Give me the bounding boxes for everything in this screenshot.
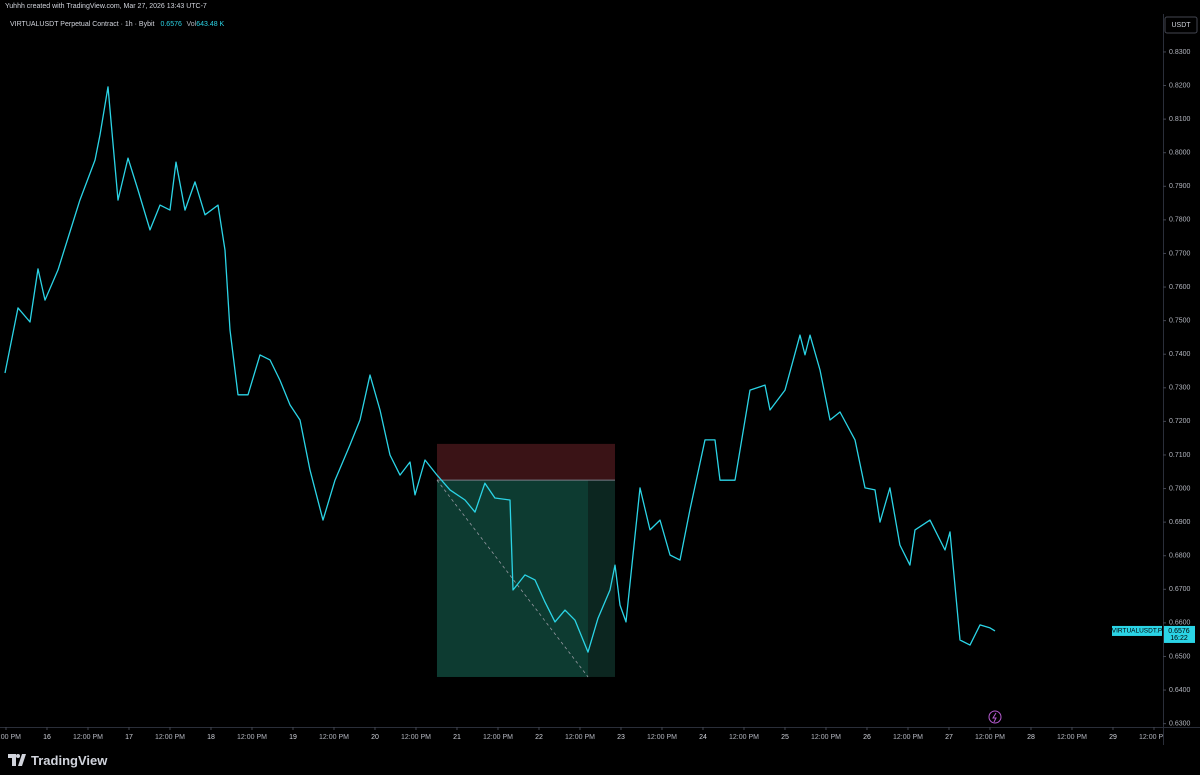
x-tick-label: 12:00 PM (647, 734, 677, 741)
y-tick-label: 0.8200 (1169, 82, 1191, 89)
stop-zone (436, 443, 615, 481)
x-tick-label: 18 (207, 734, 215, 741)
header: Yuhhh created with TradingView.com, Mar … (0, 0, 1200, 14)
x-tick-label: 21 (453, 734, 461, 741)
price-tag-countdown: 16:22 (1170, 635, 1188, 642)
logo (8, 754, 26, 766)
x-tick-label: 27 (945, 734, 953, 741)
x-tick-label: 19 (289, 734, 297, 741)
x-tick-label: 12:00 PM (811, 734, 841, 741)
y-tick-label: 0.6900 (1169, 519, 1191, 526)
y-tick-label: 0.8100 (1169, 116, 1191, 123)
volume-label: Vol (186, 21, 196, 28)
x-tick-label: 12:00 PM (73, 734, 103, 741)
x-tick-label: 25 (781, 734, 789, 741)
symbol-tag-label: VIRTUALUSDT.P (1112, 628, 1162, 635)
x-axis: 12:00 PM 16 12:00 PM 17 12:00 PM 18 12:00 PM 19… (0, 727, 1169, 741)
y-tick-label: 0.7800 (1169, 217, 1191, 224)
x-tick-label: 23 (617, 734, 625, 741)
x-tick-label: 12:00 PM (729, 734, 759, 741)
x-tick-label: 12:00 PM (319, 734, 349, 741)
symbol-tag (1112, 625, 1162, 636)
x-tick-label: 12:00 PM (401, 734, 431, 741)
footer: TradingView (0, 745, 1200, 775)
brand: TradingView (31, 752, 108, 768)
x-tick-label: 12:00 PM (0, 734, 21, 741)
x-tick-label: 12:00 PM (237, 734, 267, 741)
y-tick-label: 0.7600 (1169, 284, 1191, 291)
y-tick-label: 0.6400 (1169, 687, 1191, 694)
x-tick-label: 12:00 PM (155, 734, 185, 741)
y-tick-label: 0.7700 (1169, 250, 1191, 257)
x-tick-label: 12:00 PM (1057, 734, 1087, 741)
x-tick-label: 20 (371, 734, 379, 741)
currency-box[interactable] (1164, 16, 1198, 34)
currency[interactable]: USDT (1171, 22, 1191, 29)
x-tick-label: 16 (43, 734, 51, 741)
chart: VIRTUALUSDT Perpetual Contract · 1h · By… (0, 14, 1200, 745)
x-tick-label: 17 (125, 734, 133, 741)
event-icon-bolt (992, 712, 997, 723)
plot-area (4, 86, 996, 678)
event-icon[interactable] (988, 710, 1002, 724)
x-tick-label: 12:00 PM (1139, 734, 1169, 741)
y-tick-label: 0.7400 (1169, 351, 1191, 358)
x-tick-label: 26 (863, 734, 871, 741)
x-tick-label: 29 (1109, 734, 1117, 741)
x-tick-label: 12:00 PM (893, 734, 923, 741)
x-tick-label: 24 (699, 734, 707, 741)
y-tick-label: 0.8300 (1169, 49, 1191, 56)
symbol: VIRTUALUSDT Perpetual Contract · 1h · By… (10, 21, 155, 28)
volume-value: 643.48 K (196, 21, 224, 28)
price-tag-value: 0.6576 (1168, 628, 1190, 635)
x-tick-label: 12:00 PM (975, 734, 1005, 741)
legend-price: 0.6576 (160, 21, 182, 28)
y-tick-label: 0.6700 (1169, 586, 1191, 593)
x-tick-label: 28 (1027, 734, 1035, 741)
y-tick-label: 0.6300 (1169, 720, 1191, 727)
y-tick-label: 0.7300 (1169, 385, 1191, 392)
y-tick-label: 0.7100 (1169, 452, 1191, 459)
x-tick-label: 12:00 PM (565, 734, 595, 741)
y-tick-label: 0.6500 (1169, 653, 1191, 660)
y-tick-label: 0.6800 (1169, 553, 1191, 560)
path-line (436, 479, 589, 678)
x-tick-label: 22 (535, 734, 543, 741)
x-tick-label: 12:00 PM (483, 734, 513, 741)
y-tick-label: 0.6600 (1169, 620, 1191, 627)
y-tick-label: 0.7200 (1169, 418, 1191, 425)
y-tick-label: 0.7000 (1169, 485, 1191, 492)
price-tag (1164, 625, 1195, 643)
y-tick-label: 0.7500 (1169, 317, 1191, 324)
price-line (4, 86, 996, 653)
y-tick-label: 0.7900 (1169, 183, 1191, 190)
y-tick-label: 0.8000 (1169, 150, 1191, 157)
